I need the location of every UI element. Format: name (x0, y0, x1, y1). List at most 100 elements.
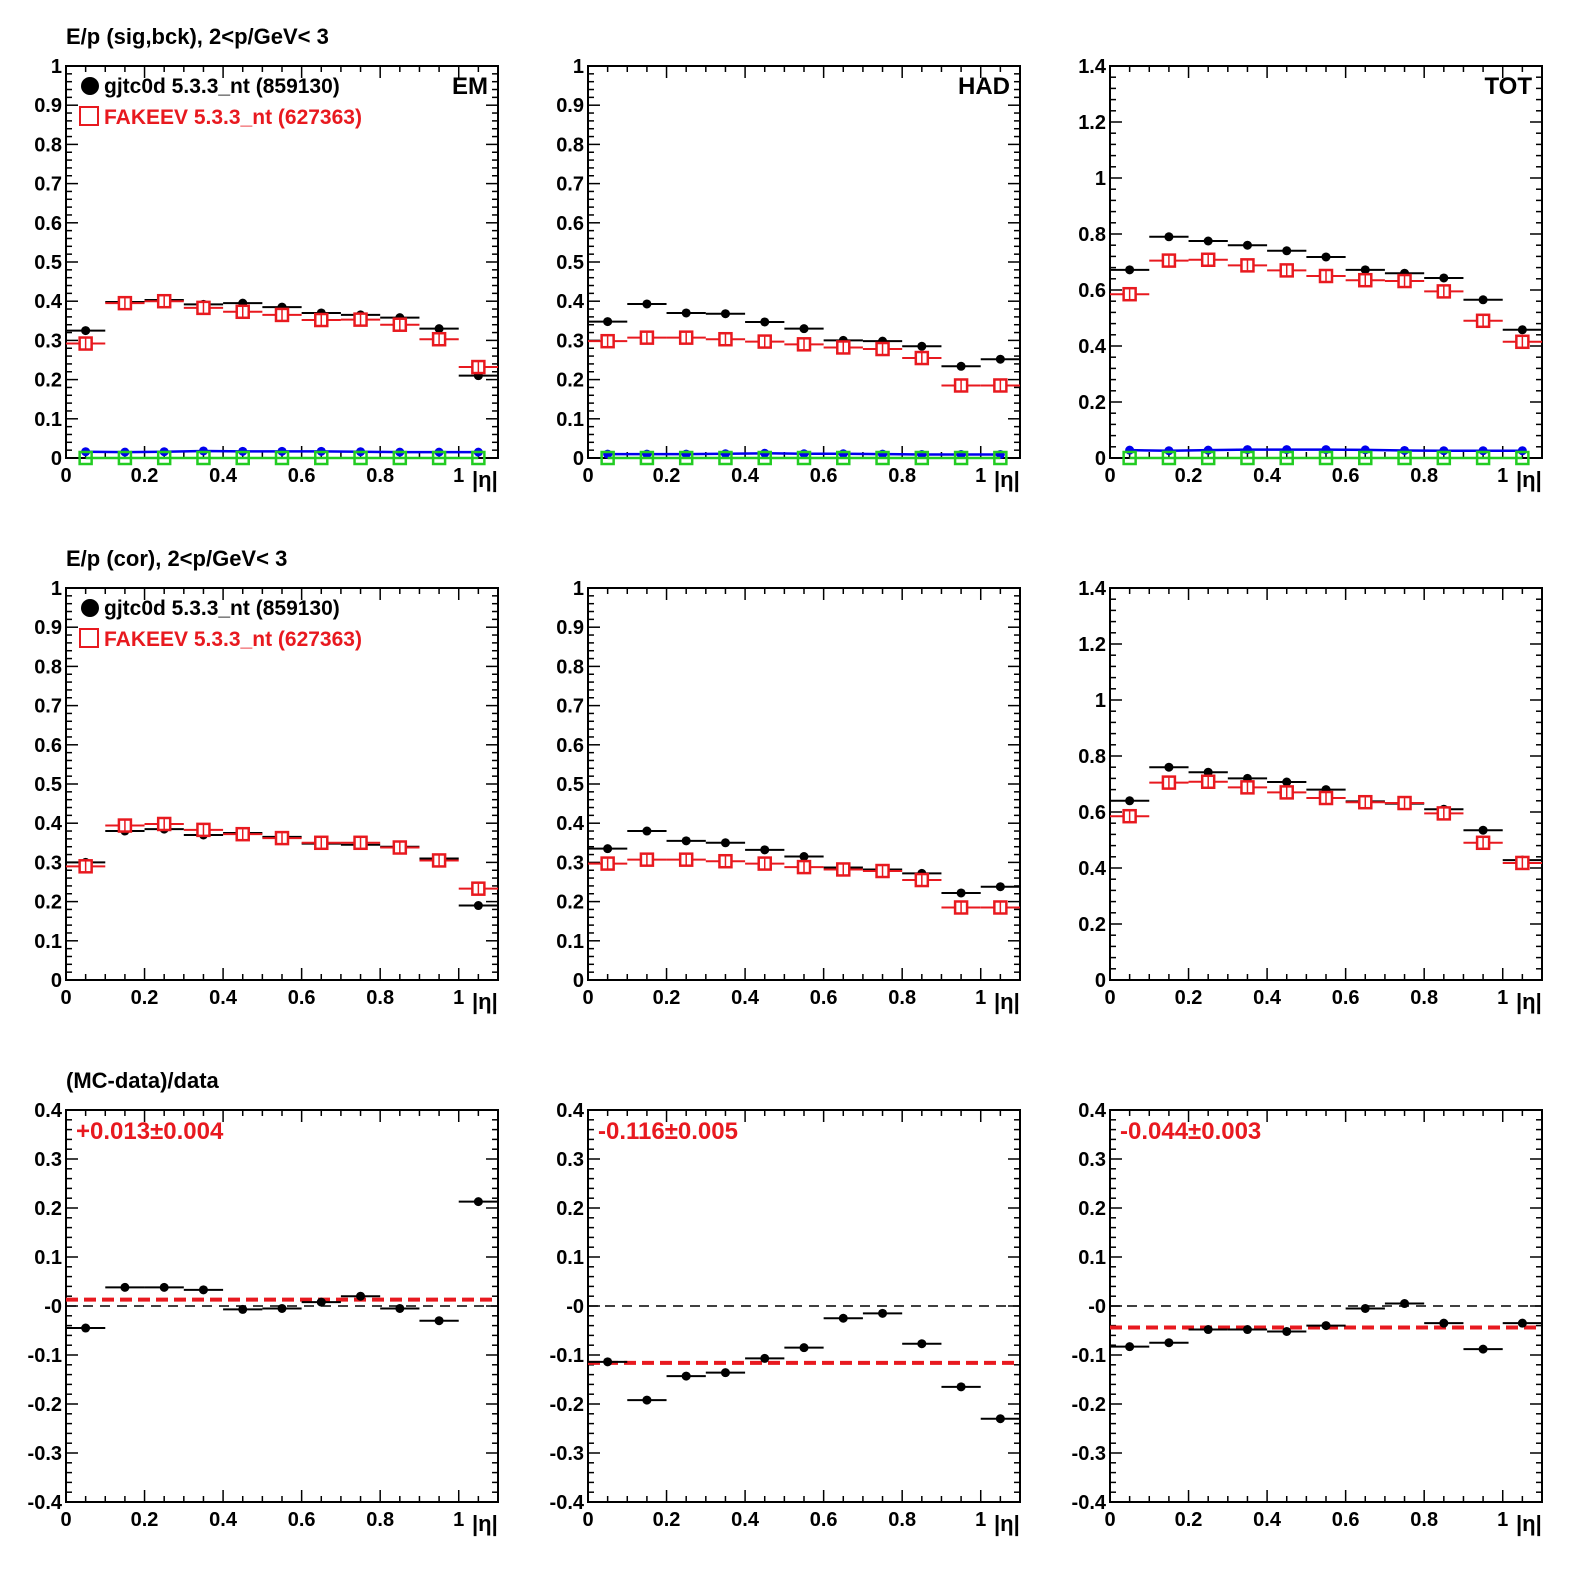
data-point (914, 450, 930, 466)
x-axis-label: |η| (472, 467, 498, 492)
data-point (1478, 295, 1488, 305)
legend-data-label: gjtc0d 5.3.3_nt (859130) (104, 75, 340, 98)
data-point (1475, 450, 1491, 466)
legend-mc-label: FAKEEV 5.3.3_nt (627363) (104, 106, 362, 129)
x-tick-label: 0.6 (288, 465, 316, 487)
x-tick-label: 0.4 (1253, 1509, 1282, 1531)
data-point (1122, 450, 1137, 466)
data-point (639, 450, 655, 466)
data-point (1203, 1325, 1213, 1335)
panel-cor_tot: 0 0.2 0.4 0.6 0.8 1 |η| 0 0.2 0.4 0.6 0.8 1 1.2 1.4 (1078, 578, 1543, 1014)
x-tick-label: 0.4 (731, 987, 760, 1009)
y-tick-label: 0.5 (34, 252, 62, 274)
y-tick-label: 0.1 (556, 931, 584, 953)
data-point (471, 450, 486, 466)
series-data (1110, 1299, 1542, 1354)
y-tick-label: -0.1 (1072, 1345, 1106, 1367)
data-point (1400, 445, 1410, 455)
series-data (1110, 232, 1542, 335)
x-tick-label: 0 (60, 987, 71, 1009)
x-tick-label: 0.6 (1332, 987, 1360, 1009)
data-point (836, 450, 851, 466)
y-tick-label: 0.3 (556, 1149, 584, 1171)
data-point (1203, 236, 1213, 246)
y-tick-label: 0.2 (1078, 914, 1106, 936)
data-point (796, 450, 812, 466)
legend-data-label: gjtc0d 5.3.3_nt (859130) (104, 597, 340, 620)
y-tick-label: 0.6 (1078, 802, 1106, 824)
x-tick-label: 0 (582, 465, 593, 487)
panel-cor_had: 0 0.2 0.4 0.6 0.8 1 |η| 0 0.1 0.2 0.3 0.4 0.5 0.6 0.7 0… (556, 578, 1021, 1014)
data-point (603, 844, 613, 854)
fit-value-label: -0.044±0.003 (1120, 1118, 1261, 1145)
x-tick-label: 1 (453, 465, 464, 487)
data-point (1242, 1325, 1252, 1335)
data-point (995, 1414, 1005, 1424)
series-mc (1110, 774, 1542, 871)
data-point (1282, 246, 1292, 256)
data-point (1358, 450, 1373, 466)
data-point (1161, 450, 1177, 466)
panel-ratio_had: 0 0.2 0.4 0.6 0.8 1 |η| -0.4 -0.3 -0.2 -0.1 -0 0.1 0.… (550, 1100, 1021, 1536)
data-point (81, 1323, 91, 1333)
data-point (1517, 446, 1527, 456)
data-point (1360, 1303, 1370, 1313)
y-tick-label: 0 (1095, 970, 1106, 992)
plot-frame (1109, 1109, 1543, 1503)
data-point (1360, 265, 1370, 275)
data-point (473, 1197, 483, 1207)
x-tick-label: 0.2 (131, 987, 159, 1009)
x-tick-label: 0.4 (1253, 987, 1282, 1009)
data-point (1318, 450, 1334, 466)
data-point (277, 1303, 287, 1313)
x-tick-label: 0.2 (1175, 987, 1203, 1009)
data-point (117, 450, 133, 466)
x-axis-label: |η| (472, 989, 498, 1014)
x-tick-label: 1 (1497, 987, 1508, 1009)
y-tick-label: 1 (51, 578, 62, 600)
data-point (1436, 450, 1452, 466)
x-tick-label: 0.8 (1410, 1509, 1438, 1531)
y-tick-label: 0.4 (34, 813, 63, 835)
x-tick-label: 0.6 (288, 987, 316, 1009)
y-tick-label: 1 (1095, 690, 1106, 712)
x-tick-label: 0.2 (131, 1509, 159, 1531)
data-point (159, 1282, 169, 1292)
legend-mc-label: FAKEEV 5.3.3_nt (627363) (104, 628, 362, 651)
data-point (1164, 1338, 1174, 1348)
x-axis-label: |η| (994, 1511, 1020, 1536)
panel-sig_em: 0 0.2 0.4 0.6 0.8 1 |η| 0 0.1 0.2 0.3 0.4 0.5 0.6 0.7 0… (34, 56, 499, 492)
y-tick-label: -0.4 (550, 1492, 585, 1514)
y-tick-label: 1.4 (1078, 578, 1107, 600)
data-point (1517, 1318, 1527, 1328)
y-tick-label: 0.8 (1078, 746, 1106, 768)
y-tick-label: 0.4 (556, 291, 585, 313)
y-tick-label: 0.3 (1078, 1149, 1106, 1171)
x-tick-label: 0.2 (131, 465, 159, 487)
y-tick-label: 0.8 (556, 134, 584, 156)
x-tick-label: 0.8 (888, 465, 916, 487)
legend: gjtc0d 5.3.3_nt (859130) FAKEEV 5.3.3_nt … (79, 597, 362, 651)
x-tick-label: 0 (582, 987, 593, 1009)
x-tick-label: 0 (1104, 465, 1115, 487)
x-tick-label: 1 (975, 1509, 986, 1531)
data-point (156, 450, 172, 466)
data-point (238, 1304, 248, 1314)
y-tick-label: 0.3 (34, 330, 62, 352)
data-point (799, 1343, 809, 1353)
data-point (718, 450, 733, 466)
data-point (1240, 450, 1255, 466)
y-tick-label: 0.1 (34, 409, 62, 431)
series-data (66, 1197, 498, 1333)
y-tick-label: 0.9 (34, 617, 62, 639)
y-tick-label: 0.9 (34, 95, 62, 117)
data-point (198, 1285, 208, 1295)
x-tick-label: 0 (60, 465, 71, 487)
data-point (917, 341, 927, 351)
x-axis-label: |η| (994, 989, 1020, 1014)
data-point (878, 1308, 888, 1318)
data-point (642, 1395, 652, 1405)
data-point (120, 1282, 130, 1292)
y-tick-label: 0.9 (556, 95, 584, 117)
x-tick-label: 0.6 (810, 465, 838, 487)
